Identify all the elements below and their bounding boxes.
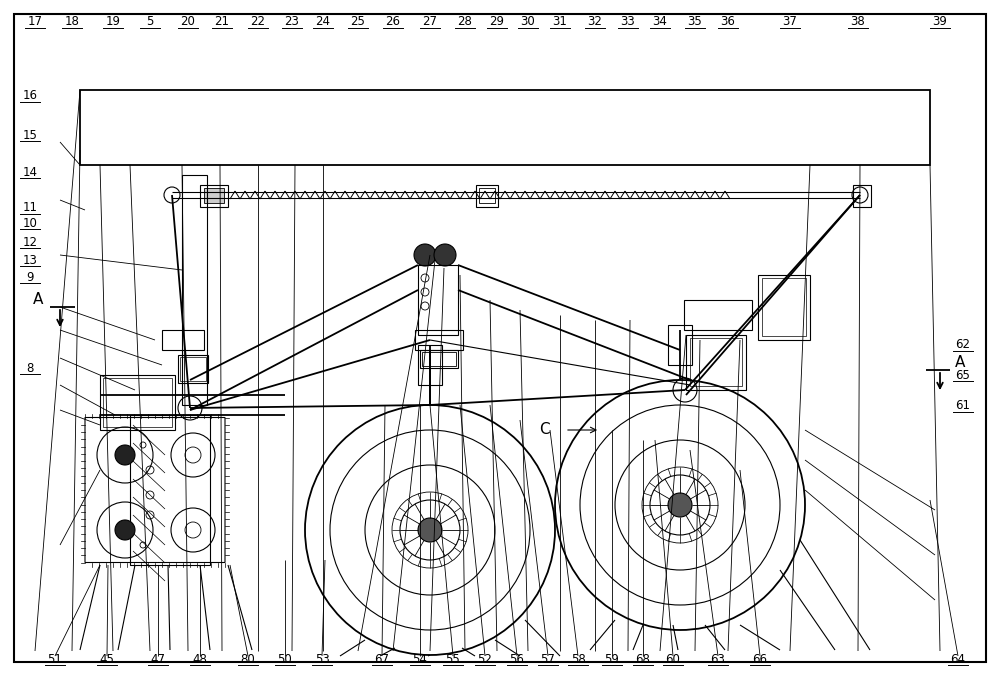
Bar	[762, 278, 806, 336]
Circle shape	[434, 244, 456, 266]
Text: 63: 63	[711, 652, 725, 666]
Text: 37: 37	[783, 15, 797, 28]
Text: 47: 47	[150, 652, 166, 666]
Text: 32: 32	[588, 15, 602, 28]
Text: 57: 57	[541, 652, 555, 666]
Text: 36: 36	[721, 15, 735, 28]
Text: 61: 61	[956, 399, 970, 412]
Text: 5: 5	[146, 15, 154, 28]
Text: 31: 31	[553, 15, 567, 28]
Text: 54: 54	[413, 652, 427, 666]
Bar	[130, 415, 210, 565]
Bar	[415, 330, 463, 350]
Text: A: A	[955, 355, 965, 370]
Bar	[418, 265, 458, 335]
Text: 10: 10	[23, 216, 37, 230]
Text: 19: 19	[106, 15, 120, 28]
Circle shape	[414, 244, 436, 266]
Bar	[690, 338, 742, 386]
Text: 28: 28	[458, 15, 472, 28]
Bar	[162, 330, 204, 350]
Text: 45: 45	[100, 652, 114, 666]
Circle shape	[115, 445, 135, 465]
Text: 27: 27	[422, 15, 438, 28]
Bar	[178, 355, 208, 383]
Text: 68: 68	[636, 652, 650, 666]
Bar	[103, 378, 172, 427]
Bar	[80, 90, 930, 165]
Text: 33: 33	[621, 15, 635, 28]
Circle shape	[418, 518, 442, 542]
Bar	[182, 175, 207, 405]
Text: 65: 65	[956, 368, 970, 382]
Text: 25: 25	[351, 15, 365, 28]
Text: C: C	[539, 422, 550, 437]
Text: 17: 17	[28, 15, 42, 28]
Text: 16: 16	[22, 89, 38, 103]
Text: 11: 11	[22, 201, 38, 214]
Text: 12: 12	[22, 235, 38, 249]
Text: 26: 26	[386, 15, 400, 28]
Text: 15: 15	[23, 128, 37, 142]
Bar	[684, 300, 752, 330]
Text: 55: 55	[446, 652, 460, 666]
Text: 64: 64	[950, 652, 966, 666]
Text: 13: 13	[23, 254, 37, 267]
Bar	[418, 345, 442, 385]
Text: 35: 35	[688, 15, 702, 28]
Text: 59: 59	[605, 652, 619, 666]
Bar	[476, 185, 498, 207]
Text: 24: 24	[316, 15, 330, 28]
Circle shape	[115, 520, 135, 540]
Text: 67: 67	[374, 652, 390, 666]
Bar	[420, 350, 458, 368]
Text: 51: 51	[48, 652, 62, 666]
Text: 22: 22	[250, 15, 266, 28]
Bar	[180, 357, 206, 381]
Text: 53: 53	[315, 652, 329, 666]
Text: 56: 56	[510, 652, 524, 666]
Text: 38: 38	[851, 15, 865, 28]
Bar	[204, 188, 224, 203]
Bar	[853, 185, 871, 207]
Text: 29: 29	[490, 15, 505, 28]
Text: 30: 30	[521, 15, 535, 28]
Text: 48: 48	[193, 652, 207, 666]
Text: 52: 52	[478, 652, 492, 666]
Text: 9: 9	[26, 270, 34, 284]
Text: 20: 20	[181, 15, 195, 28]
Bar	[200, 185, 228, 207]
Text: 80: 80	[241, 652, 255, 666]
Text: 18: 18	[65, 15, 79, 28]
Text: A: A	[33, 292, 43, 307]
Bar	[100, 375, 175, 430]
Text: 39: 39	[933, 15, 947, 28]
Text: 8: 8	[26, 362, 34, 375]
Text: 58: 58	[571, 652, 585, 666]
Text: 62: 62	[956, 338, 970, 352]
Text: 66: 66	[753, 652, 768, 666]
Text: 21: 21	[214, 15, 230, 28]
Text: 60: 60	[666, 652, 680, 666]
Bar	[479, 188, 495, 203]
Circle shape	[668, 493, 692, 517]
Bar	[758, 275, 810, 340]
Text: 34: 34	[653, 15, 667, 28]
Text: 14: 14	[22, 166, 38, 179]
Text: 50: 50	[278, 652, 292, 666]
Bar	[668, 325, 692, 365]
Text: 23: 23	[285, 15, 299, 28]
Bar	[686, 335, 746, 390]
Bar	[422, 352, 456, 366]
